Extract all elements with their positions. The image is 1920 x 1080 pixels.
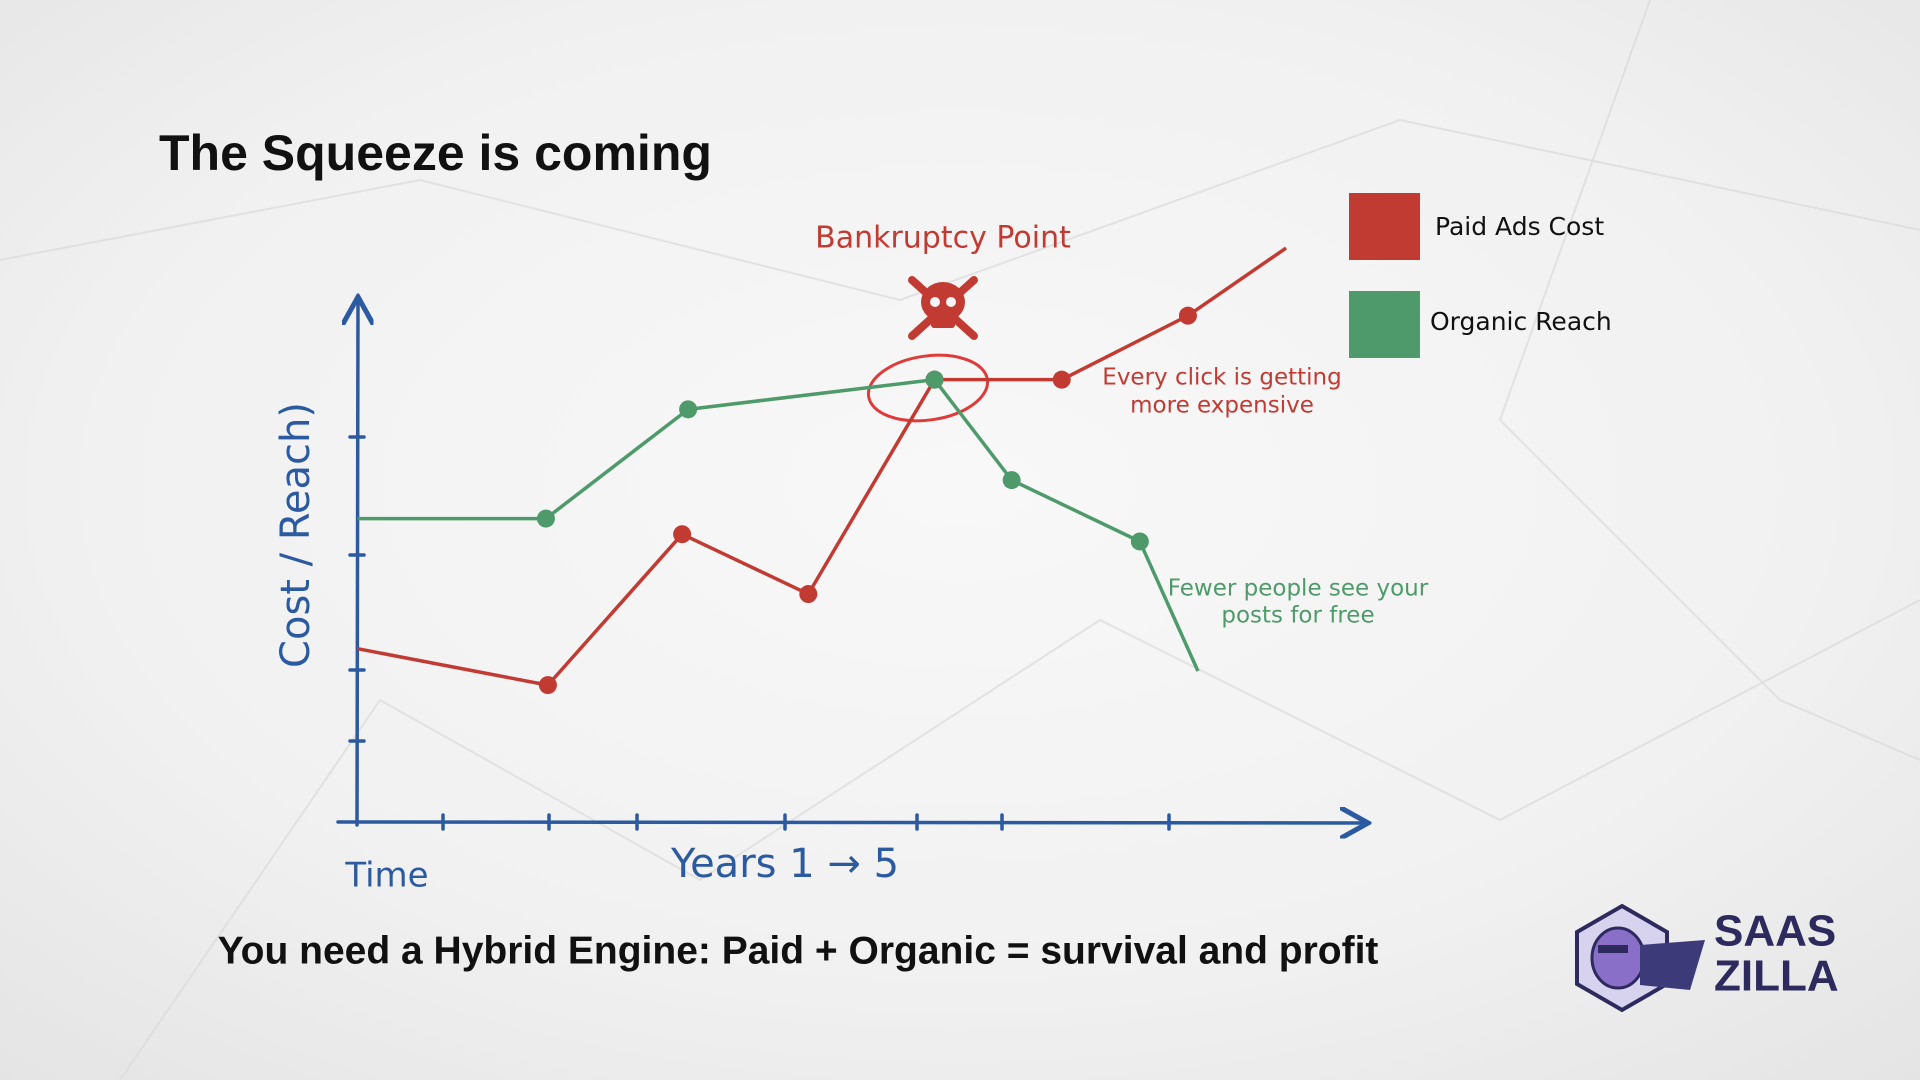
data-point: [536, 509, 555, 528]
annotation: more expensive: [1130, 393, 1314, 419]
annotation: Bankruptcy Point: [815, 221, 1071, 256]
legend-label: Organic Reach: [1430, 307, 1612, 336]
legend-label: Paid Ads Cost: [1435, 212, 1604, 241]
skull-icon: [908, 276, 978, 340]
axes: [336, 300, 1365, 831]
legend-swatch: [1349, 291, 1420, 358]
y-axis-label: Cost / Reach): [273, 402, 319, 668]
annotation: Fewer people see your: [1168, 576, 1429, 602]
data-point: [1178, 306, 1197, 325]
annotation: Every click is getting: [1102, 365, 1341, 391]
data-point: [925, 370, 944, 389]
data-point: [1130, 532, 1149, 551]
axis-ticks: [348, 435, 1171, 831]
data-point: [1002, 471, 1021, 490]
y-axis: [357, 300, 358, 827]
series-line: [357, 246, 1288, 687]
data-point: [538, 676, 557, 695]
footer: You need a Hybrid Engine: Paid + Organic…: [218, 929, 1379, 972]
x-axis-label: Years 1 → 5: [670, 841, 899, 887]
data-point: [673, 525, 692, 544]
x-axis: [336, 822, 1365, 823]
logo: SAAS ZILLA: [1575, 903, 1839, 1013]
legend-swatch: [1349, 193, 1420, 260]
data-point: [679, 400, 698, 419]
x-origin-label: Time: [344, 856, 428, 896]
data-point: [1052, 370, 1071, 389]
logo-text: ZILLA: [1714, 952, 1839, 1001]
data-point: [799, 585, 818, 604]
chart-title: The Squeeze is coming: [159, 125, 712, 181]
logo-text: SAAS: [1714, 907, 1836, 956]
annotation: posts for free: [1221, 603, 1374, 629]
